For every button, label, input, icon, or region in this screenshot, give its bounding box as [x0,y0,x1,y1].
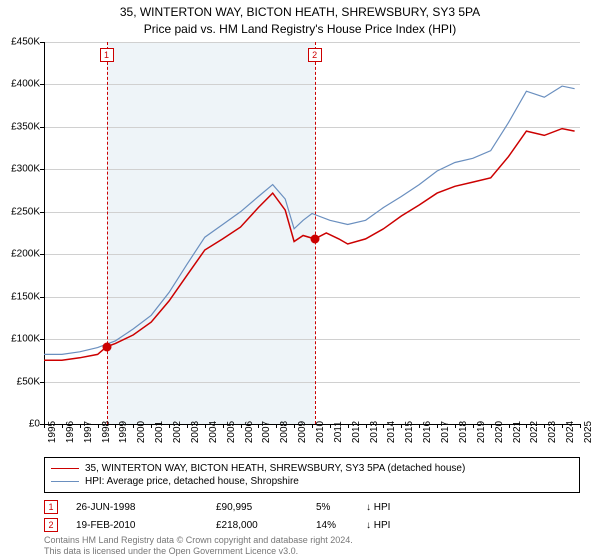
legend-item: 35, WINTERTON WAY, BICTON HEATH, SHREWSB… [51,462,573,475]
x-tick-label: 2016 [422,421,433,443]
x-tick-label: 1997 [83,421,94,443]
sale-pct: 5% [316,502,366,513]
sale-date: 19-FEB-2010 [76,520,216,531]
sale-marker-box: 1 [44,500,58,514]
x-tick-label: 1998 [101,421,112,443]
x-tick-label: 2019 [476,421,487,443]
y-tick-label: £400K [11,79,40,90]
x-tick-label: 2014 [386,421,397,443]
plot-region: 12 [44,42,580,424]
x-tick-label: 1995 [47,421,58,443]
sale-price: £218,000 [216,520,316,531]
x-tick-label: 2002 [172,421,183,443]
x-tick-label: 2020 [494,421,505,443]
legend-label: HPI: Average price, detached house, Shro… [85,476,299,487]
legend-swatch [51,481,79,482]
legend-label: 35, WINTERTON WAY, BICTON HEATH, SHREWSB… [85,463,465,474]
marker-label-box: 1 [100,48,114,62]
x-tick-label: 1999 [118,421,129,443]
footer-line-2: This data is licensed under the Open Gov… [44,546,353,557]
x-tick-label: 2025 [583,421,594,443]
sale-price: £90,995 [216,502,316,513]
sale-row: 2 19-FEB-2010£218,00014%↓ HPI [44,516,580,534]
x-tick-label: 2009 [297,421,308,443]
x-tick-label: 2024 [565,421,576,443]
marker-dot [310,234,319,243]
x-tick-label: 2003 [190,421,201,443]
series-line [44,129,575,361]
y-tick-label: £0 [29,419,40,430]
x-tick-label: 2023 [547,421,558,443]
y-tick-label: £100K [11,334,40,345]
footer-line-1: Contains HM Land Registry data © Crown c… [44,535,353,546]
title-line-2: Price paid vs. HM Land Registry's House … [0,21,600,38]
legend-box: 35, WINTERTON WAY, BICTON HEATH, SHREWSB… [44,457,580,493]
y-tick-label: £250K [11,206,40,217]
y-tick-label: £350K [11,121,40,132]
x-tick-label: 2017 [440,421,451,443]
line-series-svg [44,42,580,424]
sale-hpi-indicator: ↓ HPI [366,502,390,513]
chart-title-block: 35, WINTERTON WAY, BICTON HEATH, SHREWSB… [0,0,600,40]
x-tick-label: 2015 [404,421,415,443]
x-tick-label: 2006 [244,421,255,443]
x-tick-label: 2011 [333,421,344,443]
x-tick-label: 2021 [512,421,523,443]
footer-attribution: Contains HM Land Registry data © Crown c… [44,535,353,557]
legend-swatch [51,468,79,469]
legend-item: HPI: Average price, detached house, Shro… [51,475,573,488]
x-tick-label: 2012 [351,421,362,443]
x-tick-label: 2010 [315,421,326,443]
x-tick-label: 2004 [208,421,219,443]
marker-label-box: 2 [308,48,322,62]
sale-date: 26-JUN-1998 [76,502,216,513]
x-tick-label: 2005 [226,421,237,443]
x-tick-label: 2013 [369,421,380,443]
x-tick-label: 1996 [65,421,76,443]
sales-table: 1 26-JUN-1998£90,9955%↓ HPI 2 19-FEB-2010£2… [44,498,580,534]
y-tick-label: £200K [11,249,40,260]
sale-hpi-indicator: ↓ HPI [366,520,390,531]
x-tick-label: 2007 [261,421,272,443]
marker-dot [102,342,111,351]
chart-area: 12 [44,42,580,424]
x-tick-label: 2000 [136,421,147,443]
sale-marker-box: 2 [44,518,58,532]
series-line [44,86,575,354]
y-tick-label: £450K [11,37,40,48]
x-tick-label: 2001 [154,421,165,443]
sale-pct: 14% [316,520,366,531]
x-tick-label: 2008 [279,421,290,443]
sale-row: 1 26-JUN-1998£90,9955%↓ HPI [44,498,580,516]
x-tick-label: 2022 [529,421,540,443]
y-tick-label: £50K [17,376,40,387]
title-line-1: 35, WINTERTON WAY, BICTON HEATH, SHREWSB… [0,4,600,21]
y-tick-label: £300K [11,164,40,175]
y-tick-label: £150K [11,291,40,302]
x-tick-label: 2018 [458,421,469,443]
